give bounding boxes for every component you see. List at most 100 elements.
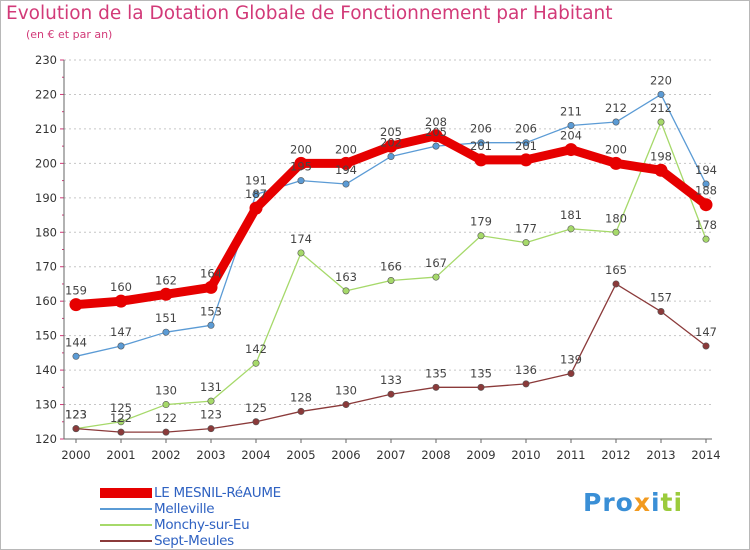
data-point: [249, 201, 263, 215]
data-label: 130: [155, 384, 177, 398]
y-tick-label: 160: [35, 294, 57, 308]
data-label: 166: [380, 260, 402, 274]
data-point: [522, 380, 530, 388]
data-point: [252, 190, 260, 198]
chart-title: Evolution de la Dotation Globale de Fonc…: [6, 3, 613, 24]
data-label: 128: [290, 390, 312, 404]
y-tick-label: 120: [35, 432, 57, 446]
x-tick-label: 2002: [151, 448, 180, 462]
data-label: 157: [650, 291, 672, 305]
data-point: [162, 401, 170, 409]
x-tick-label: 2006: [331, 448, 360, 462]
data-label: 147: [695, 325, 717, 339]
data-label: 206: [515, 122, 537, 136]
data-label: 191: [245, 173, 267, 187]
data-point: [477, 232, 485, 240]
data-point: [252, 418, 260, 426]
data-point: [657, 90, 665, 98]
data-point: [297, 177, 305, 185]
proxiti-logo: Proxiti: [583, 488, 683, 517]
x-tick-label: 2013: [646, 448, 675, 462]
data-point: [657, 118, 665, 126]
data-point: [204, 280, 218, 294]
data-point: [612, 280, 620, 288]
data-label: 204: [560, 129, 582, 143]
data-label: 181: [560, 208, 582, 222]
x-tick-label: 2012: [601, 448, 630, 462]
data-point: [612, 118, 620, 126]
legend-swatch: [100, 524, 152, 526]
legend-label: Melleville: [154, 501, 215, 517]
data-label: 123: [200, 408, 222, 422]
x-tick-label: 2008: [421, 448, 450, 462]
legend-label: Sept-Meules: [154, 533, 234, 549]
data-label: 188: [695, 184, 717, 198]
x-tick-label: 2010: [511, 448, 540, 462]
data-label: 122: [155, 411, 177, 425]
data-point: [297, 249, 305, 257]
data-label: 178: [695, 218, 717, 232]
y-tick-label: 210: [35, 122, 57, 136]
data-point: [477, 383, 485, 391]
data-label: 194: [335, 163, 357, 177]
x-tick-label: 2007: [376, 448, 405, 462]
data-point: [72, 425, 80, 433]
data-point: [252, 359, 260, 367]
data-point: [114, 294, 128, 308]
data-label: 122: [110, 411, 132, 425]
series-line: [75, 283, 707, 433]
data-point: [474, 153, 488, 167]
data-point: [702, 180, 710, 188]
y-tick-label: 230: [35, 53, 57, 67]
data-point: [657, 308, 665, 316]
data-label: 220: [650, 73, 672, 87]
data-point: [207, 397, 215, 405]
legend-swatch: [100, 508, 152, 510]
data-point: [567, 225, 575, 233]
data-label: 179: [470, 215, 492, 229]
data-label: 212: [650, 101, 672, 115]
data-point: [702, 342, 710, 350]
data-label: 202: [380, 135, 402, 149]
data-point: [429, 129, 443, 143]
data-label: 187: [245, 187, 267, 201]
y-tick-label: 150: [35, 329, 57, 343]
data-label: 162: [155, 273, 177, 287]
data-label: 123: [65, 408, 87, 422]
logo-part: Pro: [583, 488, 634, 517]
legend-label: LE MESNIL-RéAUME: [154, 485, 281, 501]
data-label: 200: [290, 142, 312, 156]
data-point: [567, 121, 575, 129]
x-tick-label: 2009: [466, 448, 495, 462]
data-label: 212: [605, 101, 627, 115]
data-point: [567, 370, 575, 378]
data-point: [162, 428, 170, 436]
data-point: [654, 163, 668, 177]
data-point: [477, 139, 485, 147]
x-tick-label: 2001: [106, 448, 135, 462]
data-point: [699, 198, 713, 212]
data-point: [162, 328, 170, 336]
y-tick-label: 220: [35, 87, 57, 101]
x-tick-label: 2004: [241, 448, 270, 462]
data-label: 205: [380, 125, 402, 139]
data-point: [519, 153, 533, 167]
data-point: [159, 287, 173, 301]
data-label: 153: [200, 304, 222, 318]
data-label: 125: [110, 401, 132, 415]
data-label: 163: [335, 270, 357, 284]
x-tick-label: 2003: [196, 448, 225, 462]
data-point: [387, 277, 395, 285]
data-point: [294, 156, 308, 170]
logo-part: x: [633, 488, 651, 517]
data-label: 147: [110, 325, 132, 339]
y-tick-label: 130: [35, 398, 57, 412]
data-point: [702, 235, 710, 243]
data-point: [612, 228, 620, 236]
data-point: [117, 428, 125, 436]
data-label: 123: [65, 408, 87, 422]
data-point: [564, 143, 578, 157]
data-point: [342, 287, 350, 295]
